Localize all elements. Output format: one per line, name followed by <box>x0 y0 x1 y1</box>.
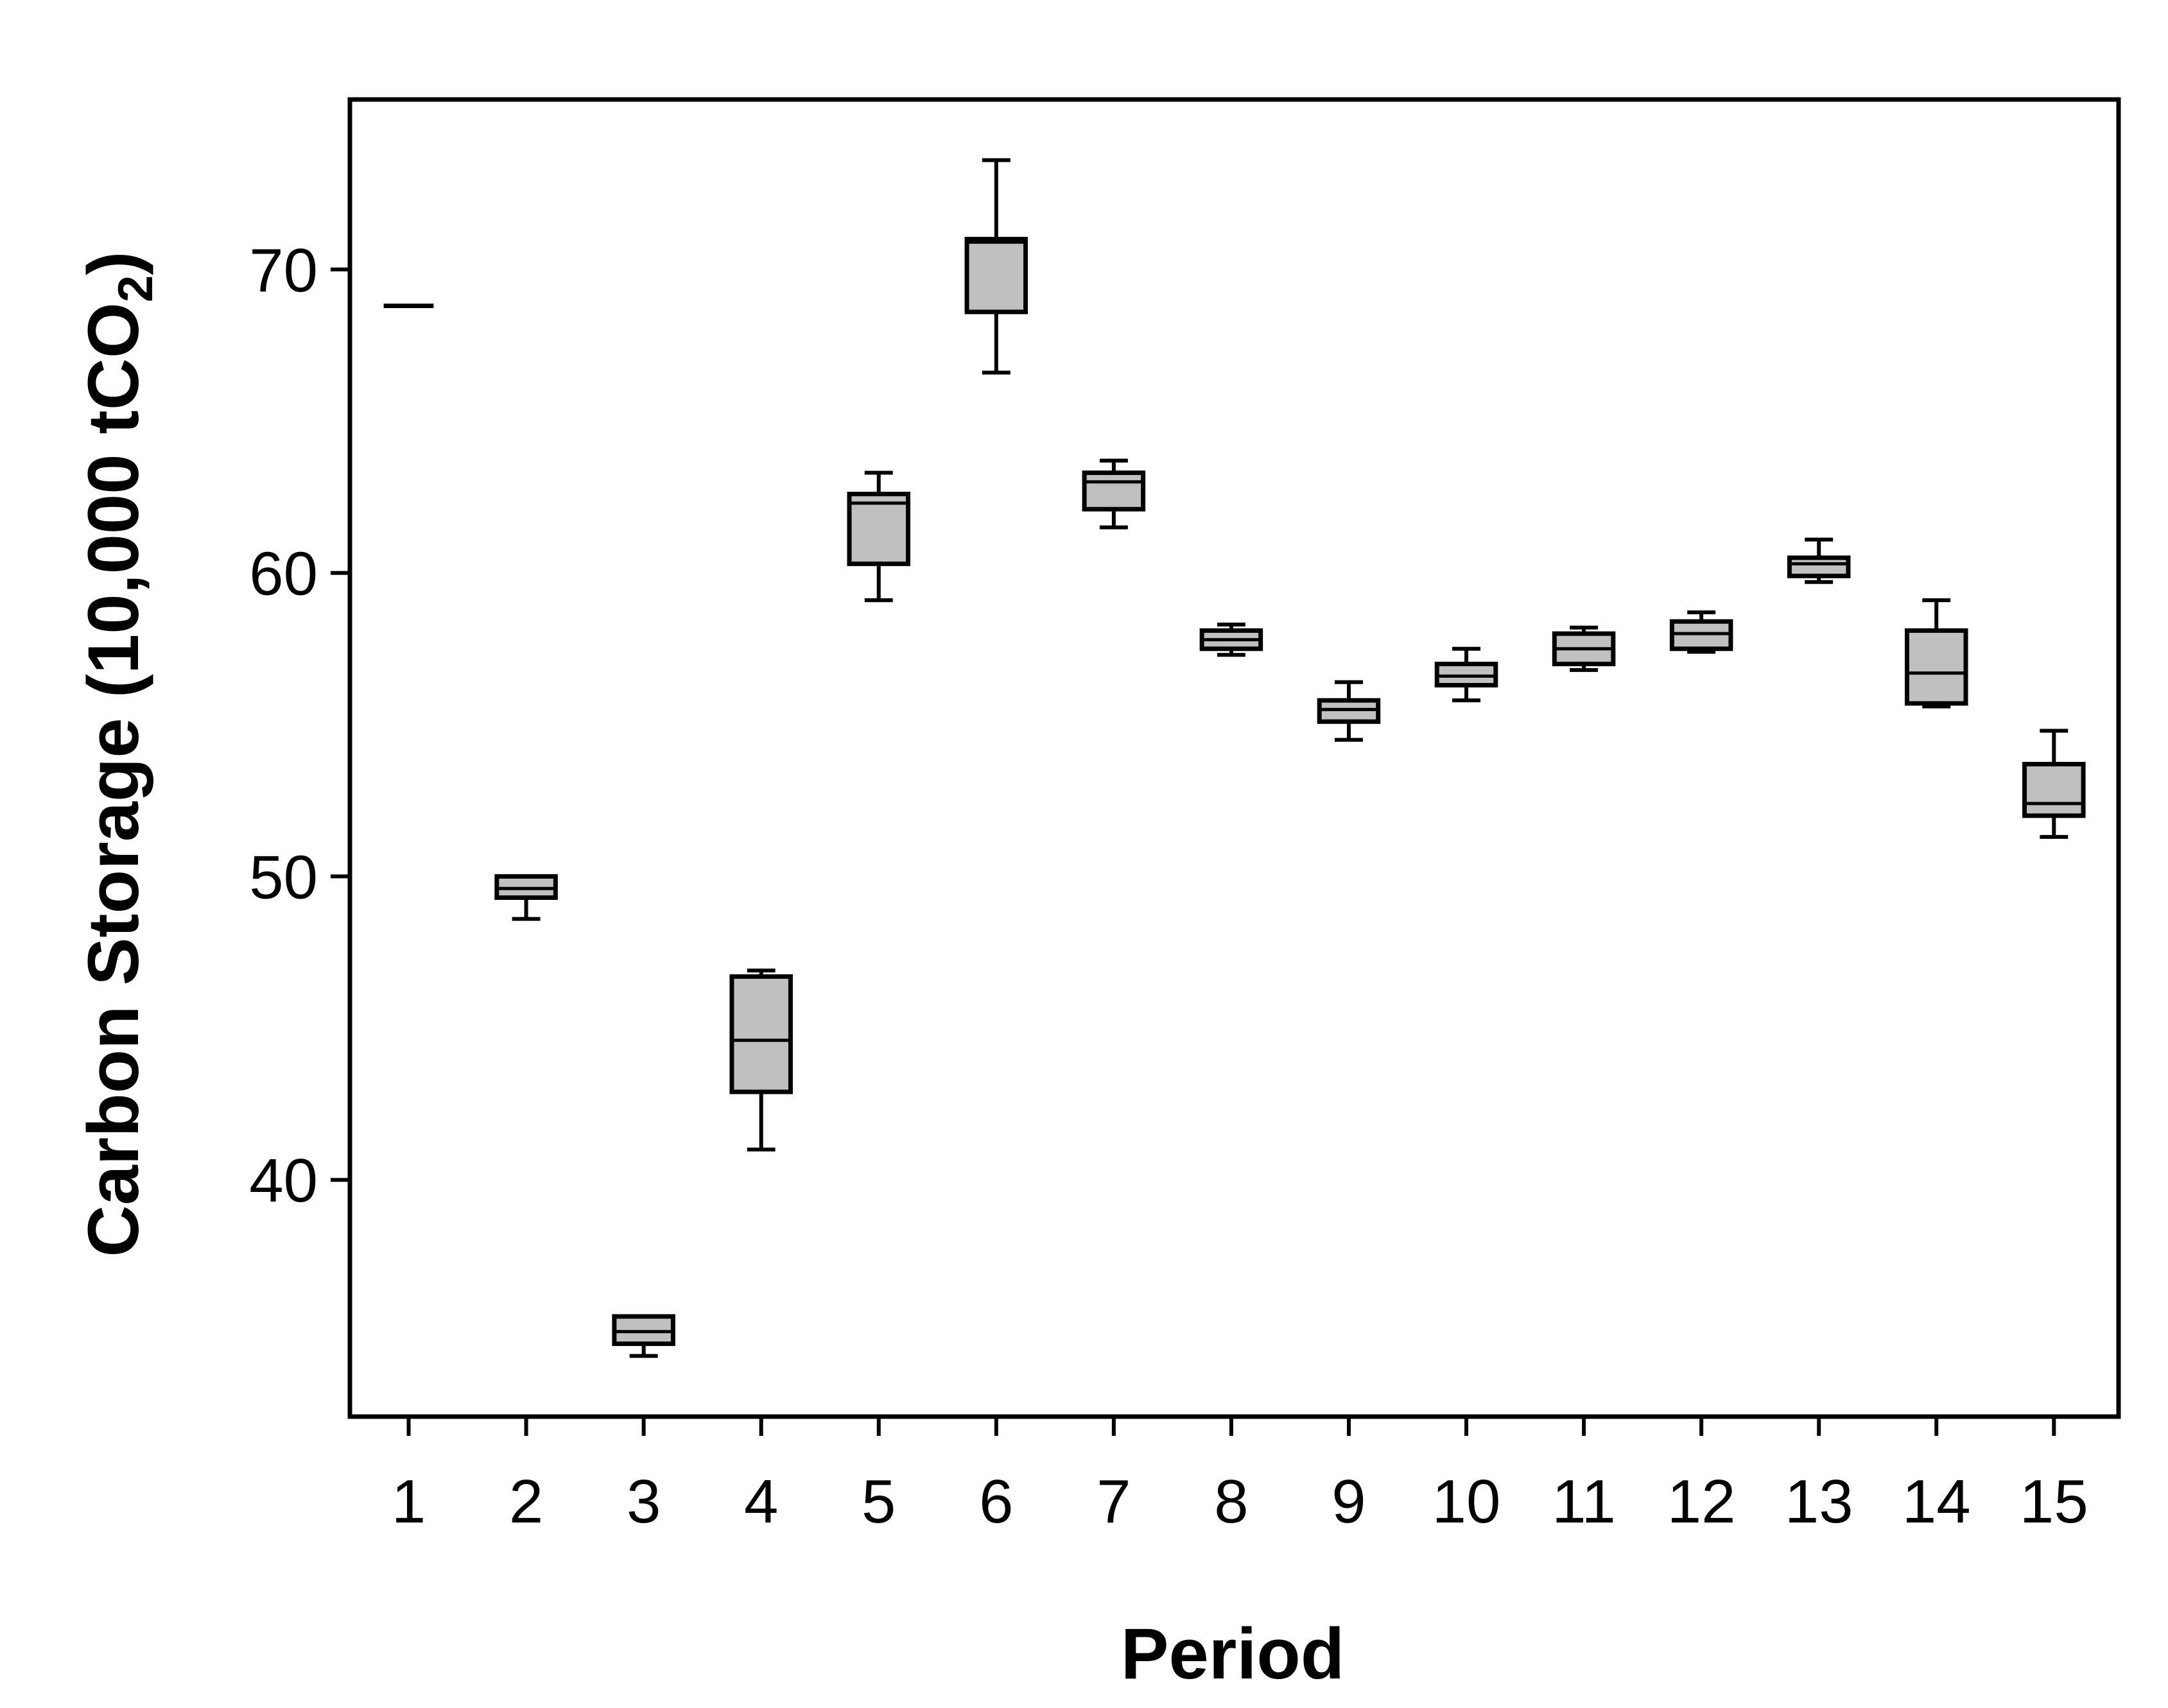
x-tick-label: 5 <box>862 1467 896 1536</box>
x-tick-label: 11 <box>1552 1467 1616 1536</box>
box-period-9 <box>1317 680 1381 742</box>
y-axis-label: Carbon Storage (10,000 tCO2) <box>73 251 163 1257</box>
box-period-7 <box>1082 458 1146 530</box>
x-tick-label: 10 <box>1432 1467 1501 1536</box>
iqr-box <box>1082 470 1146 512</box>
box-period-8 <box>1199 622 1263 657</box>
x-tick-label: 13 <box>1785 1467 1853 1536</box>
y-tick-label: 60 <box>249 540 318 608</box>
y-axis-label-main: Carbon Storage (10,000 tCO <box>73 302 153 1257</box>
y-axis-label-close: ) <box>73 251 153 275</box>
plot-area <box>383 158 2086 1358</box>
x-tick-label: 7 <box>1097 1467 1131 1536</box>
box-period-5 <box>847 470 911 603</box>
iqr-box <box>1904 628 1968 706</box>
box-period-12 <box>1669 610 1733 654</box>
iqr-box <box>2022 761 2086 818</box>
plot-frame <box>347 97 2121 1419</box>
iqr-box <box>1787 555 1851 578</box>
box-period-6 <box>964 158 1028 375</box>
x-tick-label: 2 <box>509 1467 543 1536</box>
x-tick-label: 12 <box>1667 1467 1736 1536</box>
x-tick-label: 4 <box>744 1467 778 1536</box>
y-axis-label-subscript: 2 <box>108 275 163 302</box>
box-period-2 <box>494 874 558 921</box>
x-tick-label: 3 <box>627 1467 661 1536</box>
x-tick-label: 8 <box>1214 1467 1248 1536</box>
box-period-14 <box>1904 598 1968 709</box>
x-tick-label: 15 <box>2020 1467 2088 1536</box>
box-period-11 <box>1552 625 1616 672</box>
y-tick-label: 70 <box>249 236 318 305</box>
box-period-3 <box>612 1314 675 1358</box>
x-tick-label: 9 <box>1331 1467 1366 1536</box>
y-axis-ticks: 40 50 60 70 <box>249 236 350 1215</box>
box-period-15 <box>2022 729 2086 839</box>
x-axis-label: Period <box>1121 1614 1345 1694</box>
box-period-4 <box>729 968 793 1152</box>
iqr-box <box>729 974 793 1094</box>
x-tick-label: 14 <box>1902 1467 1971 1536</box>
box-period-10 <box>1434 646 1498 703</box>
iqr-box <box>964 236 1028 315</box>
y-tick-label: 40 <box>249 1146 318 1215</box>
x-axis-ticks: 1 2 3 4 5 6 7 8 9 10 11 12 13 14 15 <box>392 1417 2088 1536</box>
y-tick-label: 50 <box>249 843 318 911</box>
x-tick-label: 1 <box>392 1467 426 1536</box>
x-tick-label: 6 <box>979 1467 1013 1536</box>
box-period-13 <box>1787 537 1851 584</box>
iqr-box <box>847 492 911 566</box>
